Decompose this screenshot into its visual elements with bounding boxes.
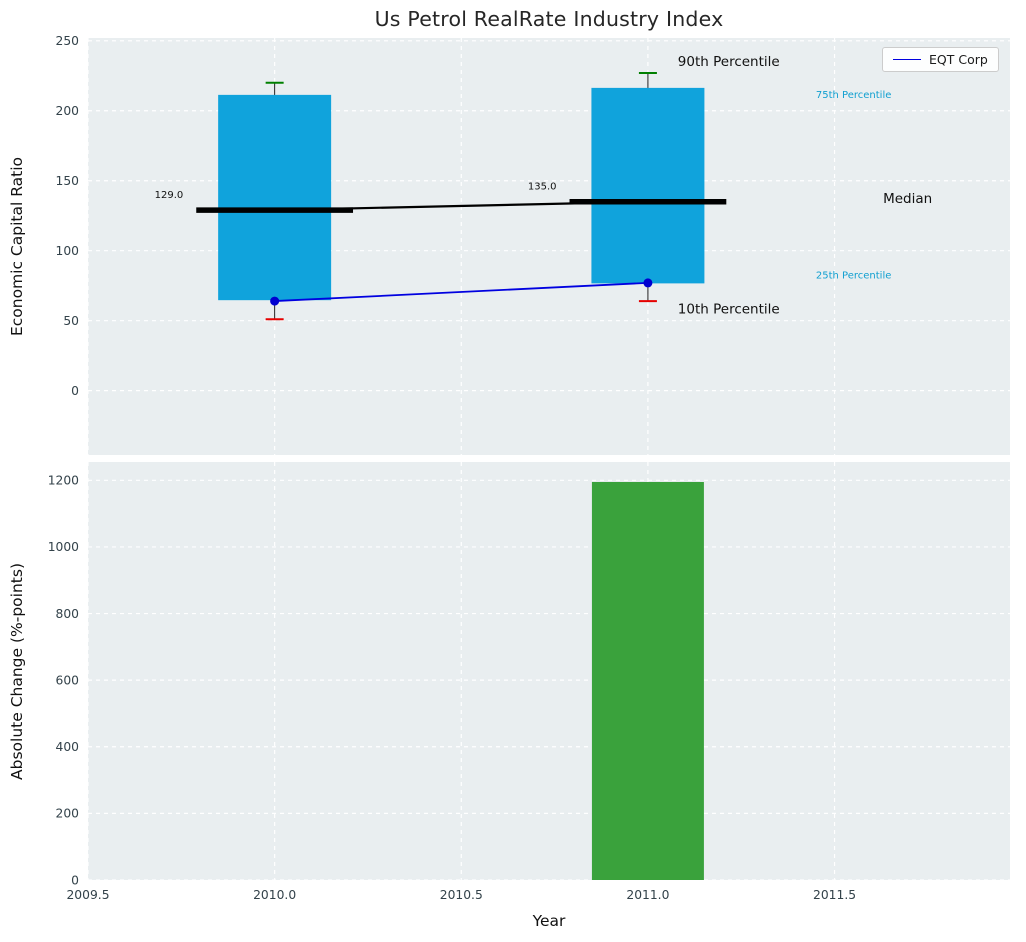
eqt-corp-line (274, 281, 648, 302)
y-tick-label: 800 (56, 607, 79, 621)
bottom-y-axis-label: Absolute Change (%-points) (8, 562, 26, 780)
x-tick-label: 2011.5 (813, 888, 856, 902)
median-value-label-2011: 135.0 (528, 182, 557, 193)
bottom-ylabel-wrap: Absolute Change (%-points) (0, 462, 34, 880)
annotation-10th-percentile: 10th Percentile (678, 302, 780, 318)
legend-label: EQT Corp (929, 52, 988, 67)
y-tick-label: 0 (71, 873, 79, 887)
y-tick-label: 50 (63, 314, 79, 328)
median-value-label-2010: 129.0 (155, 190, 184, 201)
annotation-25th-percentile: 25th Percentile (816, 271, 892, 282)
y-tick-label: 600 (56, 673, 79, 687)
bottom-plot-area (88, 462, 1010, 880)
x-tick-label: 2011.0 (626, 888, 669, 902)
x-tick-label: 2010.5 (440, 888, 483, 902)
annotation-90th-percentile: 90th Percentile (678, 54, 780, 70)
y-tick-label: 150 (56, 174, 79, 188)
change-bar-2011 (591, 481, 704, 880)
top-y-axis-label: Economic Capital Ratio (8, 156, 26, 337)
x-tick-label: 2010.0 (253, 888, 296, 902)
annotation-median: Median (883, 191, 932, 207)
y-tick-label: 200 (56, 104, 79, 118)
annotation-75th-percentile: 75th Percentile (816, 90, 892, 101)
legend: EQT Corp (882, 47, 999, 72)
x-axis-label: Year (532, 912, 566, 930)
y-tick-label: 200 (56, 807, 79, 821)
y-tick-label: 100 (56, 244, 79, 258)
eqt-corp-dot-2010 (270, 296, 280, 306)
legend-line-sample (893, 59, 921, 60)
percentile-box-2011 (591, 87, 705, 284)
y-tick-label: 250 (56, 34, 79, 48)
x-tick-label: 2009.5 (66, 888, 109, 902)
percentile-box-2010 (218, 94, 332, 301)
y-tick-label: 1200 (48, 474, 79, 488)
chart-title: Us Petrol RealRate Industry Index (374, 7, 724, 31)
eqt-corp-dot-2011 (643, 278, 653, 288)
top-ylabel-wrap: Economic Capital Ratio (0, 38, 34, 455)
y-tick-label: 400 (56, 740, 79, 754)
y-tick-label: 0 (71, 384, 79, 398)
y-tick-label: 1000 (48, 540, 79, 554)
